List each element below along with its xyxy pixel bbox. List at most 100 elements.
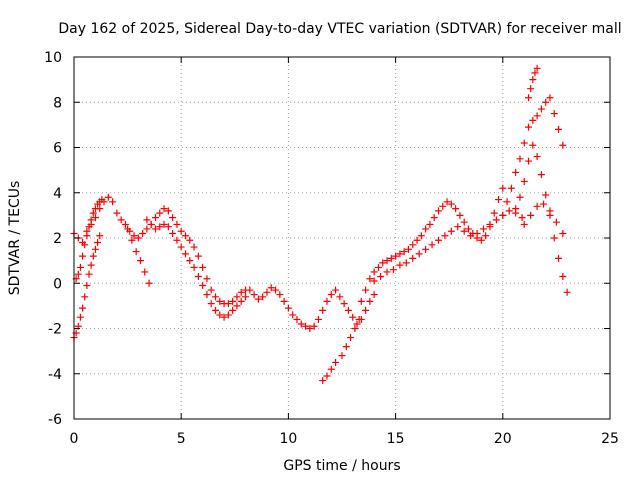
y-tick-label: 2 [53, 231, 62, 247]
data-point [237, 297, 245, 305]
x-tick-label: 25 [601, 431, 619, 447]
data-point [91, 214, 99, 222]
data-point [141, 268, 149, 276]
data-point [143, 216, 151, 224]
data-point [473, 229, 481, 237]
data-point [520, 139, 528, 147]
data-point [91, 245, 99, 253]
data-point [310, 322, 318, 330]
data-point [117, 216, 125, 224]
data-point [212, 306, 220, 314]
data-point [160, 220, 168, 228]
x-tick-label: 20 [494, 431, 512, 447]
data-point [362, 306, 370, 314]
data-point [145, 279, 153, 287]
data-point [169, 229, 177, 237]
data-point [332, 286, 340, 294]
data-point [76, 263, 84, 271]
data-point [464, 225, 472, 233]
data-point [83, 232, 91, 240]
series-sat-b [70, 232, 104, 342]
data-point [383, 268, 391, 276]
data-point [542, 191, 550, 199]
data-point [272, 286, 280, 294]
data-point [460, 218, 468, 226]
data-point [477, 236, 485, 244]
data-point [467, 232, 475, 240]
data-point [91, 205, 99, 213]
data-point [327, 365, 335, 373]
data-point [516, 155, 524, 163]
data-point [203, 291, 211, 299]
data-point [529, 141, 537, 149]
data-point [383, 257, 391, 265]
data-point [181, 232, 189, 240]
data-point [559, 272, 567, 280]
data-point [134, 234, 142, 242]
data-point [529, 76, 537, 84]
data-point [533, 153, 541, 161]
data-point [392, 252, 400, 260]
data-points [70, 64, 571, 385]
data-point [396, 261, 404, 269]
data-point [177, 227, 185, 235]
data-point [293, 315, 301, 323]
data-point [139, 229, 147, 237]
grid [74, 57, 610, 419]
data-point [186, 236, 194, 244]
data-point [181, 250, 189, 258]
data-point [233, 302, 241, 310]
data-point [259, 293, 267, 301]
data-point [336, 293, 344, 301]
data-point [540, 200, 548, 208]
data-point [246, 286, 254, 294]
data-point [552, 218, 560, 226]
data-point [404, 245, 412, 253]
data-point [409, 254, 417, 262]
data-point [441, 232, 449, 240]
data-point [499, 184, 507, 192]
data-point [417, 232, 425, 240]
data-point [377, 272, 385, 280]
data-point [518, 214, 526, 222]
data-point [546, 207, 554, 215]
data-point [340, 300, 348, 308]
series-sat-g [319, 358, 340, 385]
data-point [533, 112, 541, 120]
data-point [87, 261, 95, 269]
data-point [136, 257, 144, 265]
data-point [402, 259, 410, 267]
data-point [128, 236, 136, 244]
data-point [109, 198, 117, 206]
data-point [344, 306, 352, 314]
data-point [370, 277, 378, 285]
data-point [555, 125, 563, 133]
data-point [89, 209, 97, 217]
data-point [454, 223, 462, 231]
data-point [306, 325, 314, 332]
data-point [242, 293, 250, 301]
data-point [507, 184, 515, 192]
data-point [415, 250, 423, 258]
data-point [164, 207, 172, 215]
data-point [529, 116, 537, 124]
series-sat-e [143, 216, 250, 321]
data-point [212, 293, 220, 301]
data-point [353, 320, 361, 328]
data-point [81, 241, 89, 249]
y-tick-label: -6 [48, 412, 62, 428]
data-point [169, 214, 177, 222]
data-point [447, 200, 455, 208]
data-point [413, 236, 421, 244]
data-point [351, 325, 359, 332]
data-point [533, 202, 541, 210]
data-point [237, 288, 245, 296]
data-point [254, 295, 262, 303]
data-point [480, 225, 488, 233]
y-tick-label: 0 [53, 276, 62, 292]
data-point [203, 275, 211, 283]
x-axis-label: GPS time / hours [283, 458, 400, 474]
data-point [387, 254, 395, 262]
series-sat-n [520, 200, 567, 237]
data-point [224, 311, 232, 319]
